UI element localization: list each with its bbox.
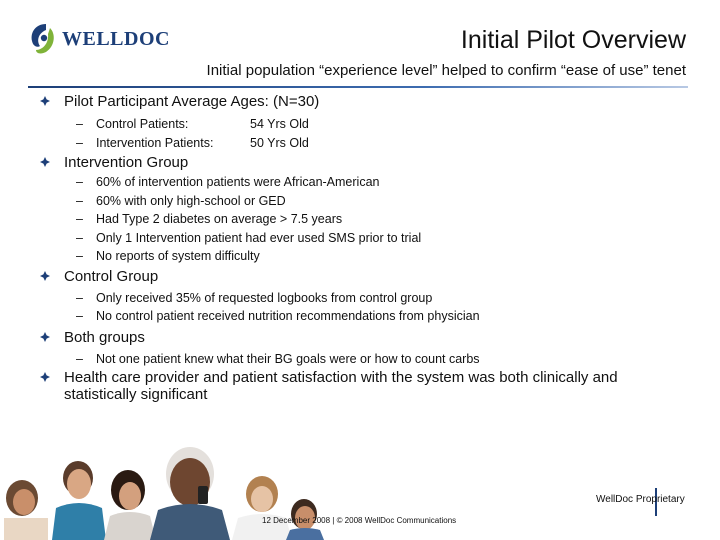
diamond-bullet-icon (40, 157, 50, 167)
item-value: 50 Yrs Old (250, 135, 309, 150)
slide-title: Initial Pilot Overview (460, 26, 686, 54)
diamond-bullet-icon (40, 96, 50, 106)
item-label: No control patient received nutrition re… (96, 309, 480, 323)
diamond-bullet-icon (40, 331, 50, 342)
item-label: Control Patients: (96, 117, 189, 131)
dash-icon: – (76, 117, 83, 131)
dash-icon: – (76, 290, 83, 305)
proprietary-label: WellDoc Proprietary (596, 494, 685, 505)
footer-divider (655, 488, 657, 516)
dash-icon: – (76, 135, 83, 150)
diamond-bullet-icon (40, 372, 50, 382)
bullet-satisfaction: Health care provider and patient satisfa… (38, 369, 674, 403)
copyright-text: 12 December 2008 | © 2008 WellDoc Commun… (262, 516, 457, 525)
item-label: Not one patient knew what their BG goals… (96, 351, 480, 366)
list-item: – Intervention Patients: 50 Yrs Old (38, 134, 678, 153)
bullet-label: Intervention Group (64, 154, 189, 171)
bullet-control-group: Control Group (38, 268, 678, 285)
bullet-intervention-group: Intervention Group (38, 154, 678, 171)
sub-list-both: – Not one patient knew what their BG goal… (38, 350, 678, 369)
item-label: No reports of system difficulty (96, 249, 260, 263)
dash-icon: – (76, 212, 83, 226)
sub-list-intervention: –60% of intervention patients were Afric… (38, 173, 678, 266)
item-value: 54 Yrs Old (250, 117, 309, 131)
item-label: Intervention Patients: (96, 135, 214, 150)
item-label: Only received 35% of requested logbooks … (96, 290, 433, 305)
welldoc-logo-icon (31, 24, 54, 54)
item-label: Only 1 Intervention patient had ever use… (96, 230, 422, 245)
bullet-label: Control Group (64, 267, 159, 285)
dash-icon: – (76, 309, 83, 323)
bullet-ages: Pilot Participant Average Ages: (N=30) (38, 93, 678, 110)
sub-list-ages: – Control Patients: 54 Yrs Old – Interventi… (38, 115, 678, 152)
list-item: –60% of intervention patients were Afric… (38, 173, 678, 192)
list-item: – Only received 35% of requested logbooks… (38, 289, 678, 308)
people-photo (0, 436, 330, 540)
dash-icon: – (76, 230, 83, 245)
list-item: – No control patient received nutrition r… (38, 307, 678, 326)
welldoc-logo: WELLDOC (28, 22, 170, 56)
list-item: –60% with only high-school or GED (38, 192, 678, 211)
bullet-label: Both groups (64, 328, 145, 346)
item-label: 60% with only high-school or GED (96, 193, 286, 208)
slide-subtitle: Initial population “experience level” he… (206, 62, 686, 79)
dash-icon: – (76, 351, 83, 366)
diamond-bullet-icon (40, 270, 50, 281)
list-item: – Had Type 2 diabetes on average > 7.5 ye… (38, 210, 678, 229)
item-label: 60% of intervention patients were Africa… (96, 175, 380, 189)
header-divider (28, 86, 688, 88)
list-item: – Control Patients: 54 Yrs Old (38, 115, 678, 134)
bullet-label: Health care provider and patient satisfa… (64, 369, 618, 403)
sub-list-control: – Only received 35% of requested logbooks… (38, 289, 678, 326)
dash-icon: – (76, 249, 83, 263)
list-item: – No reports of system difficulty (38, 247, 678, 266)
bullet-list: Pilot Participant Average Ages: (N=30) –… (38, 92, 678, 403)
item-label: Had Type 2 diabetes on average > 7.5 yea… (96, 212, 343, 226)
dash-icon: – (76, 175, 83, 189)
list-item: – Not one patient knew what their BG goal… (38, 350, 678, 369)
list-item: – Only 1 Intervention patient had ever us… (38, 229, 678, 248)
bullet-both-groups: Both groups (38, 329, 678, 346)
dash-icon: – (76, 193, 83, 208)
logo-text: WELLDOC (62, 27, 170, 50)
bullet-label: Pilot Participant Average Ages: (N=30) (64, 93, 320, 110)
